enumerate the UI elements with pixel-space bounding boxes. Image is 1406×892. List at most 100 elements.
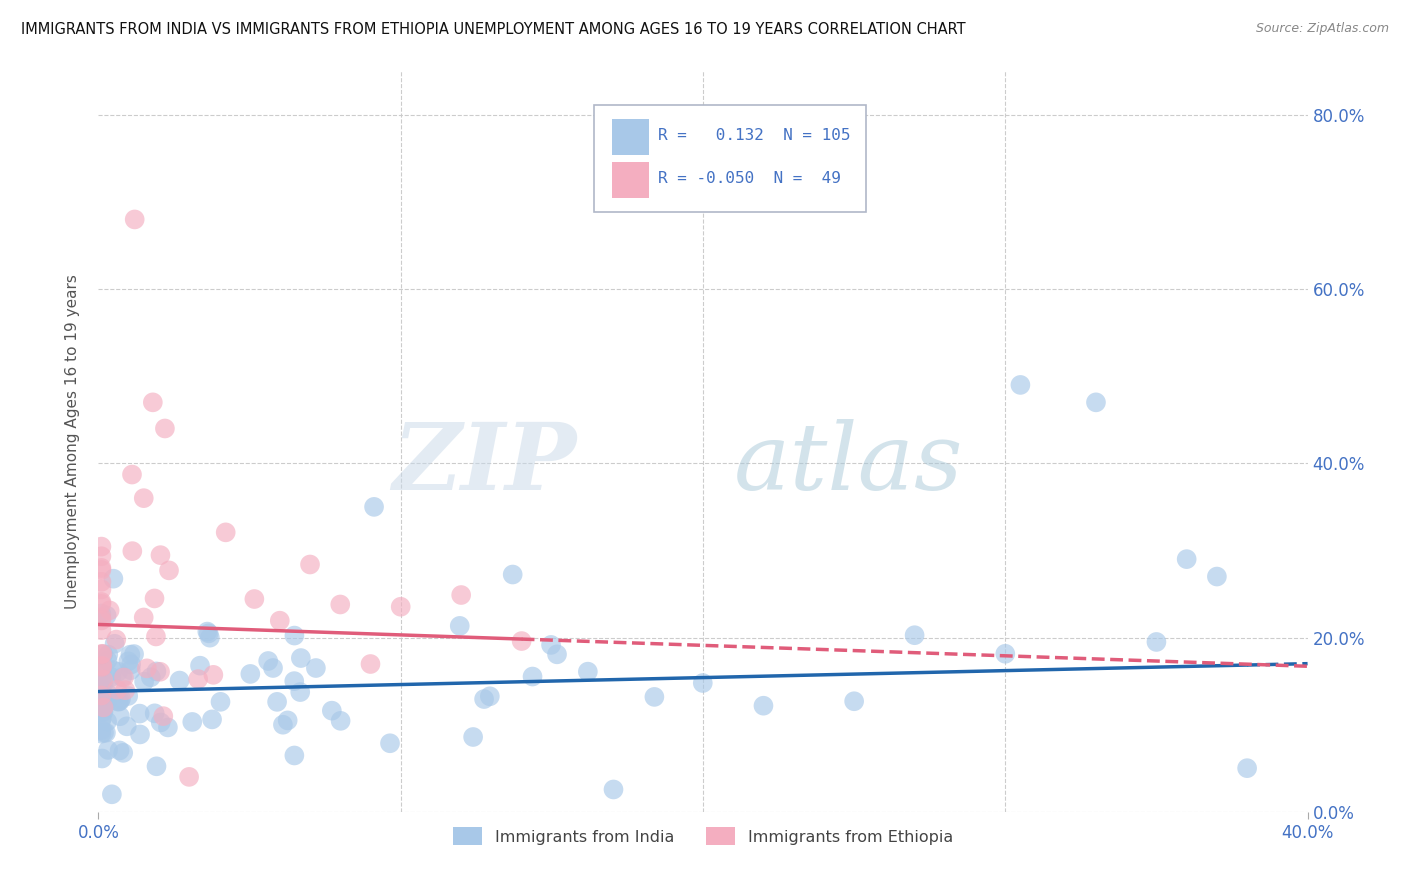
Point: [522, 669, 544, 683]
Point: [1236, 761, 1258, 775]
Point: [135, 661, 157, 675]
Point: [90, 607, 112, 621]
Point: [90, 684, 112, 698]
Point: [198, 631, 221, 645]
Point: [91, 647, 114, 661]
Point: [108, 694, 131, 708]
Point: [101, 663, 124, 677]
Point: [209, 695, 232, 709]
Point: [124, 212, 146, 227]
Point: [117, 689, 139, 703]
Point: [90, 698, 112, 713]
Point: [478, 690, 501, 704]
Text: R = -0.050  N =  49: R = -0.050 N = 49: [658, 171, 841, 186]
Point: [271, 717, 294, 731]
Point: [149, 715, 172, 730]
Point: [277, 714, 299, 728]
Point: [107, 695, 129, 709]
Point: [510, 634, 533, 648]
Point: [90, 597, 112, 611]
Point: [188, 658, 211, 673]
Point: [1085, 395, 1108, 409]
Point: [134, 674, 156, 689]
Point: [145, 665, 167, 679]
Point: [98, 603, 121, 617]
Point: [90, 689, 112, 703]
Point: [90, 561, 112, 575]
Text: R =   0.132  N = 105: R = 0.132 N = 105: [658, 128, 851, 144]
Point: [179, 770, 201, 784]
Point: [152, 709, 174, 723]
Point: [463, 730, 485, 744]
Point: [143, 591, 166, 606]
Point: [107, 665, 129, 679]
Point: [360, 657, 382, 671]
Point: [91, 648, 114, 662]
Point: [197, 626, 219, 640]
Point: [96, 608, 118, 623]
Point: [97, 648, 120, 662]
Text: atlas: atlas: [734, 418, 963, 508]
Point: [105, 682, 128, 697]
Point: [120, 663, 142, 677]
Point: [122, 647, 145, 661]
Point: [283, 629, 305, 643]
Point: [262, 661, 284, 675]
Point: [93, 705, 115, 719]
Point: [844, 694, 866, 708]
Point: [96, 714, 118, 729]
Point: [108, 743, 131, 757]
Point: [692, 676, 714, 690]
Point: [91, 658, 114, 673]
Point: [90, 701, 112, 715]
Point: [96, 694, 118, 708]
Point: [90, 687, 112, 701]
Point: [90, 614, 112, 628]
Point: [329, 598, 352, 612]
Point: [94, 725, 117, 739]
Point: [132, 491, 155, 505]
Point: [112, 670, 135, 684]
Point: [90, 712, 112, 726]
Point: [1144, 635, 1167, 649]
Point: [187, 672, 209, 686]
Point: [389, 599, 412, 614]
Point: [101, 787, 124, 801]
Point: [149, 665, 172, 679]
Point: [90, 540, 112, 554]
Point: [97, 687, 120, 701]
Point: [90, 574, 112, 589]
Point: [90, 713, 112, 727]
Point: [115, 719, 138, 733]
Point: [104, 637, 127, 651]
Point: [90, 610, 112, 624]
Point: [96, 653, 118, 667]
Point: [97, 743, 120, 757]
Point: [90, 689, 112, 703]
Point: [103, 572, 125, 586]
Point: [90, 673, 112, 687]
Point: [120, 657, 142, 672]
Point: [105, 632, 128, 647]
Point: [91, 702, 114, 716]
Point: [202, 668, 225, 682]
Point: [201, 712, 224, 726]
Point: [1175, 552, 1198, 566]
Point: [299, 558, 322, 572]
Point: [90, 563, 112, 577]
Point: [502, 567, 524, 582]
Point: [283, 674, 305, 689]
Point: [110, 691, 132, 706]
Point: [904, 628, 927, 642]
Point: [90, 665, 112, 679]
Point: [107, 694, 129, 708]
Point: [91, 704, 114, 718]
Point: [142, 395, 165, 409]
Point: [108, 709, 131, 723]
Point: [450, 588, 472, 602]
Point: [120, 648, 142, 662]
Point: [472, 692, 495, 706]
Point: [117, 654, 139, 668]
Legend: Immigrants from India, Immigrants from Ethiopia: Immigrants from India, Immigrants from E…: [447, 821, 959, 852]
Point: [157, 563, 180, 577]
